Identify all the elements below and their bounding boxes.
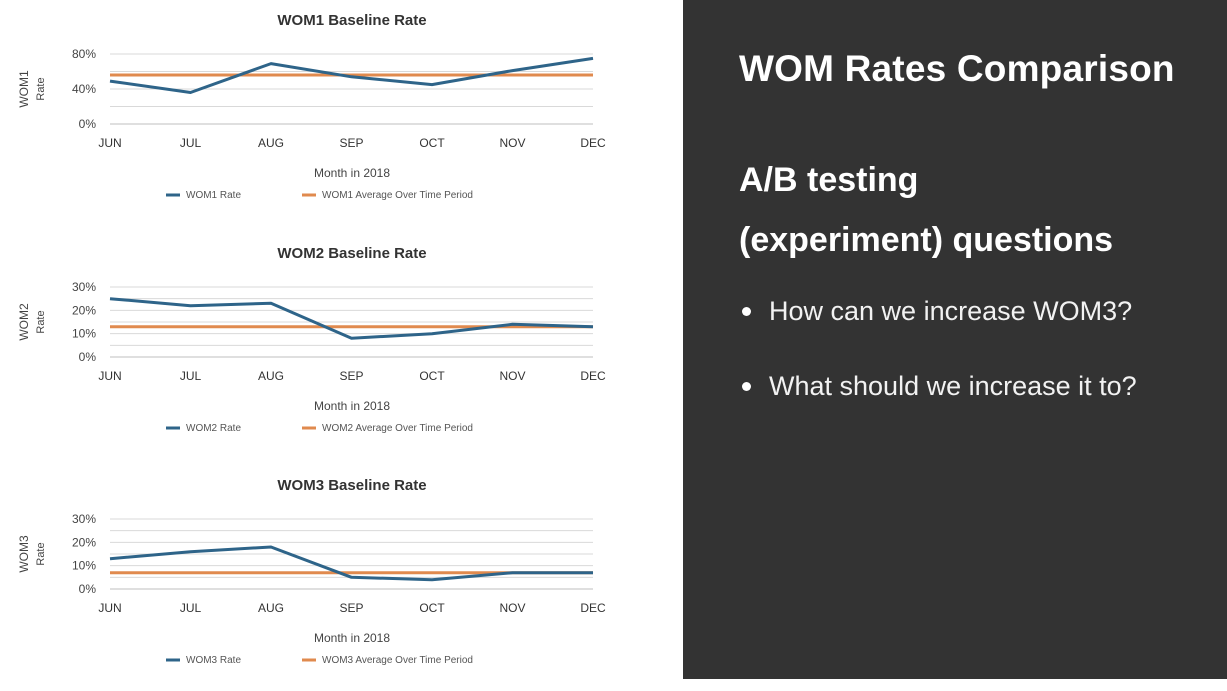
slide-subtitle: A/B testing (experiment) questions (739, 150, 1209, 270)
x-tick-label: SEP (339, 136, 363, 150)
wom1-baseline-chart: WOM1 Baseline Rate 0% 40% 80% JUN JUL AUG SEP OC… (0, 0, 683, 226)
bullet-list: How can we increase WOM3? What should we… (739, 292, 1219, 442)
bullet-item: How can we increase WOM3? (739, 292, 1219, 330)
bullet-text: What should we increase it to? (769, 371, 1137, 401)
bullet-dot-icon (742, 382, 751, 391)
x-tick-label: SEP (339, 601, 363, 615)
slide-title: WOM Rates Comparison (739, 48, 1219, 90)
y-tick-label: 10% (72, 327, 96, 341)
x-tick-label: NOV (499, 136, 525, 150)
x-tick-label: NOV (499, 601, 525, 615)
x-tick-label: NOV (499, 369, 525, 383)
x-tick-label: SEP (339, 369, 363, 383)
y-tick-label: 80% (72, 47, 96, 61)
bullet-text: How can we increase WOM3? (769, 296, 1132, 326)
x-axis-label: Month in 2018 (314, 166, 390, 180)
wom2-baseline-chart: WOM2 Baseline Rate 0% 10% 20% 30% JUN JUL AUG SE… (0, 233, 683, 459)
y-tick-label: 10% (72, 559, 96, 573)
y-tick-label: 30% (72, 512, 96, 526)
y-tick-label: 30% (72, 280, 96, 294)
legend-label: WOM2 Average Over Time Period (322, 423, 473, 434)
rate-series-line (110, 299, 593, 339)
bullet-dot-icon (742, 307, 751, 316)
bullet-item: What should we increase it to? (739, 367, 1219, 405)
x-tick-label: JUN (98, 136, 121, 150)
y-tick-label: 20% (72, 303, 96, 317)
legend-label: WOM3 Average Over Time Period (322, 655, 473, 666)
x-tick-label: DEC (580, 369, 606, 383)
y-tick-label: 0% (79, 582, 97, 596)
legend-label: WOM1 Average Over Time Period (322, 190, 473, 201)
x-tick-label: AUG (258, 369, 284, 383)
x-tick-label: JUN (98, 601, 121, 615)
y-axis-label: WOM1 (17, 70, 31, 108)
slide-subtitle-line-2: (experiment) questions (739, 210, 1209, 270)
x-tick-label: DEC (580, 601, 606, 615)
chart-title: WOM1 Baseline Rate (277, 12, 426, 29)
slide-text-panel: WOM Rates Comparison A/B testing (experi… (683, 0, 1227, 679)
y-axis-label: WOM3 (17, 535, 31, 573)
x-tick-label: OCT (419, 369, 445, 383)
chart-title: WOM2 Baseline Rate (277, 245, 426, 262)
x-tick-label: OCT (419, 136, 445, 150)
y-axis-sublabel: Rate (35, 77, 47, 100)
legend-label: WOM1 Rate (186, 190, 241, 201)
charts-panel: WOM1 Baseline Rate 0% 40% 80% JUN JUL AUG SEP OC… (0, 0, 683, 679)
wom3-baseline-chart: WOM3 Baseline Rate 0% 10% 20% 30% JUN JUL AUG SE… (0, 465, 683, 691)
x-tick-label: AUG (258, 601, 284, 615)
y-axis-label: WOM2 (17, 303, 31, 341)
x-tick-label: JUL (180, 601, 202, 615)
legend-label: WOM3 Rate (186, 655, 241, 666)
x-tick-label: JUL (180, 369, 202, 383)
y-tick-label: 0% (79, 117, 97, 131)
x-axis-label: Month in 2018 (314, 631, 390, 645)
slide-subtitle-line-1: A/B testing (739, 150, 1209, 210)
x-tick-label: JUN (98, 369, 121, 383)
y-tick-label: 20% (72, 535, 96, 549)
legend-label: WOM2 Rate (186, 423, 241, 434)
chart-title: WOM3 Baseline Rate (277, 477, 426, 494)
x-tick-label: JUL (180, 136, 202, 150)
y-tick-label: 0% (79, 350, 97, 364)
y-tick-label: 40% (72, 82, 96, 96)
y-axis-sublabel: Rate (35, 310, 47, 333)
rate-series-line (110, 547, 593, 580)
y-axis-sublabel: Rate (35, 542, 47, 565)
x-tick-label: OCT (419, 601, 445, 615)
x-tick-label: AUG (258, 136, 284, 150)
x-tick-label: DEC (580, 136, 606, 150)
x-axis-label: Month in 2018 (314, 399, 390, 413)
